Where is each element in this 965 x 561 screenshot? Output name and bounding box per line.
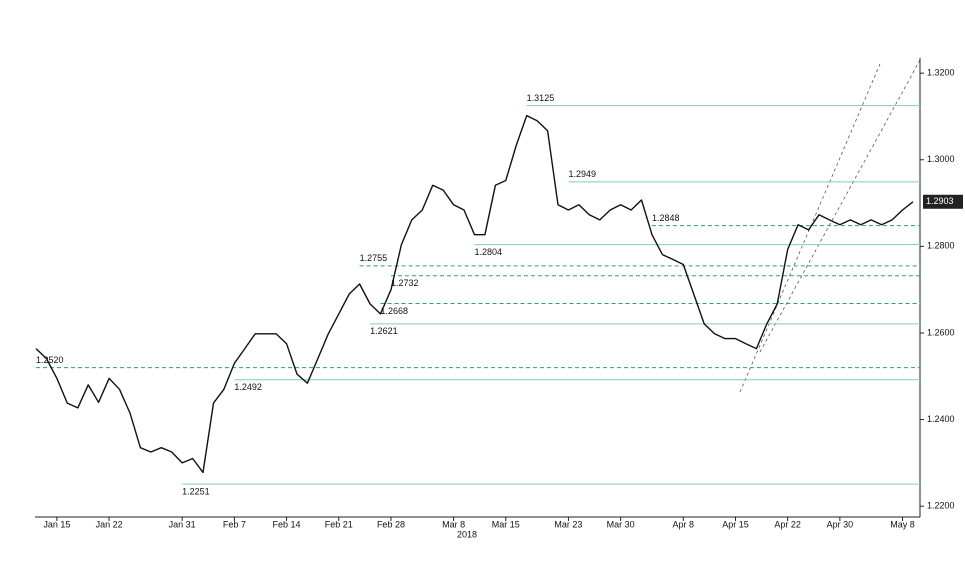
x-tick-label: Jan 31 [169,519,196,529]
y-tick-label: 1.3200 [927,68,955,78]
level-label: 1.2621 [370,326,398,336]
level-label: 1.2949 [568,169,596,179]
last-price-label: 1.2903 [926,196,954,206]
x-tick-label: Mar 30 [607,519,635,529]
price-line [35,114,914,474]
x-tick-label: May 8 [890,519,915,529]
level-label: 1.2804 [474,247,502,257]
last-price-box [923,194,963,209]
trend-channel [759,59,921,353]
x-tick-label: Feb 14 [273,519,301,529]
x-tick-label: Apr 22 [774,519,801,529]
level-label: 1.2732 [391,278,419,288]
level-label: 1.2755 [360,253,388,263]
x-tick-label: Apr 30 [827,519,854,529]
level-label: 1.2668 [381,306,409,316]
x-tick-label: Apr 8 [673,519,695,529]
x-tick-label: Mar 15 [492,519,520,529]
x-tick-label: Jan 15 [43,519,70,529]
x-tick-label: Feb 7 [223,519,246,529]
x-tick-label: Feb 21 [325,519,353,529]
x-axis-label: 2018 [457,529,477,539]
y-tick-label: 1.3000 [927,154,955,164]
level-label: 1.2492 [234,382,262,392]
x-tick-label: Feb 28 [377,519,405,529]
x-tick-label: Apr 15 [722,519,749,529]
y-tick-label: 1.2800 [927,241,955,251]
level-label: 1.2251 [182,486,210,496]
level-label: 1.3125 [527,93,555,103]
level-label: 1.2520 [36,355,64,365]
y-tick-label: 1.2200 [927,501,955,511]
x-tick-label: Mar 23 [554,519,582,529]
x-tick-label: Jan 22 [96,519,123,529]
x-tick-label: Mar 8 [442,519,465,529]
y-tick-label: 1.2400 [927,414,955,424]
y-tick-label: 1.2600 [927,327,955,337]
level-label: 1.2848 [652,213,680,223]
